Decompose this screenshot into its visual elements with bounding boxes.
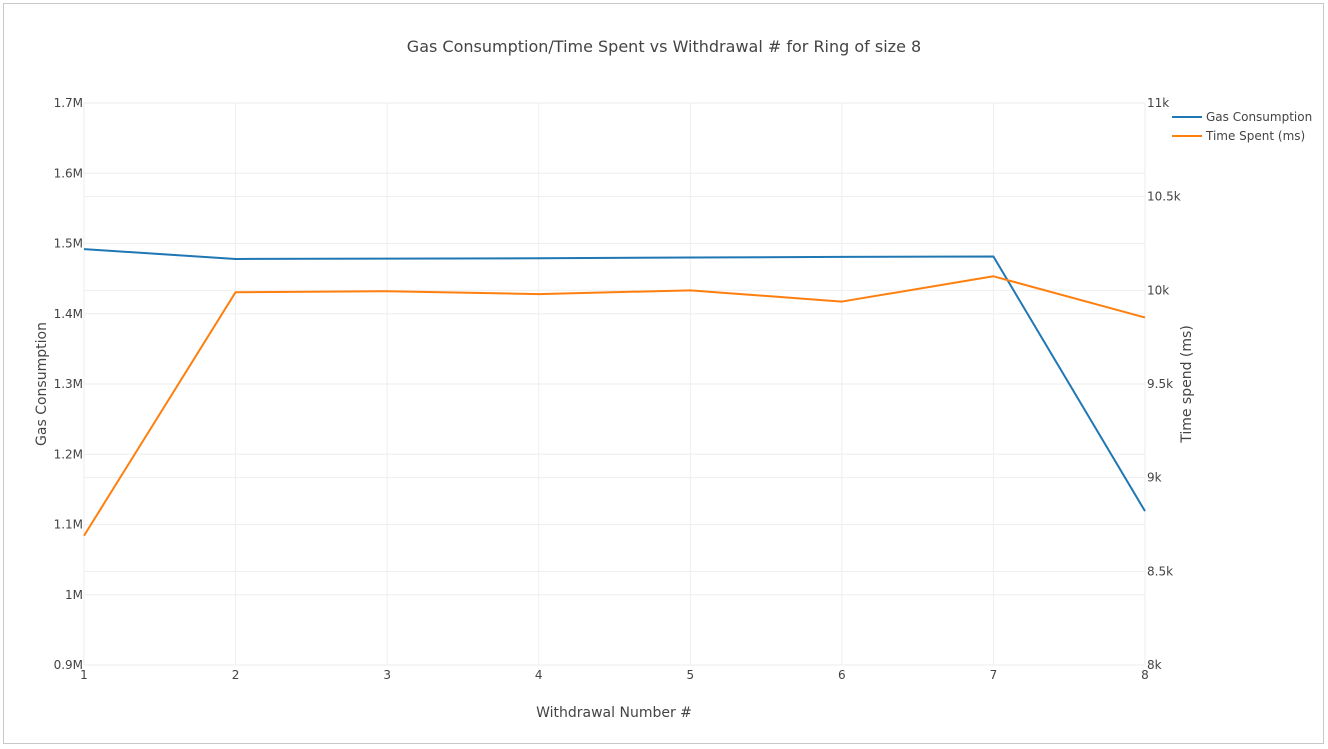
x-tick-label: 7 xyxy=(990,668,998,682)
y2-tick-label: 10.5k xyxy=(1147,190,1181,204)
series-line xyxy=(83,248,1146,512)
y-tick-label: 1M xyxy=(65,588,83,602)
legend-label: Gas Consumption xyxy=(1206,110,1312,124)
series-line xyxy=(83,275,1146,537)
axes: 1 2 3 4 5 6 7 8 0.9M 1M 1.1M 1.2M 1.3M 1.4M 1.5M 1.6M 1.… xyxy=(54,96,1181,682)
y-tick-label: 1.4M xyxy=(54,307,83,321)
y-tick-label: 1.6M xyxy=(54,166,83,180)
y2-tick-label: 11k xyxy=(1147,96,1169,110)
y2-tick-label: 8.5k xyxy=(1147,564,1173,578)
chart-title: Gas Consumption/Time Spent vs Withdrawal… xyxy=(407,37,921,56)
chart-frame xyxy=(3,3,1324,744)
y-tick-label: 0.9M xyxy=(54,658,83,672)
y-tick-label: 1.3M xyxy=(54,377,83,391)
y-tick-label: 1.7M xyxy=(54,96,83,110)
x-tick-label: 8 xyxy=(1141,668,1149,682)
y2-axis-title: Time spend (ms) xyxy=(1179,325,1195,444)
y-tick-label: 1.1M xyxy=(54,518,83,532)
y2-tick-label: 10k xyxy=(1147,283,1169,297)
y-tick-label: 1.2M xyxy=(54,447,83,461)
y-axis-title: Gas Consumption xyxy=(34,322,50,446)
x-tick-label: 1 xyxy=(80,668,88,682)
legend-label: Time Spent (ms) xyxy=(1205,129,1305,143)
x-tick-label: 6 xyxy=(838,668,846,682)
y2-tick-label: 9.5k xyxy=(1147,377,1173,391)
plot-area xyxy=(83,248,1146,537)
x-tick-label: 2 xyxy=(232,668,240,682)
y2-tick-label: 9k xyxy=(1147,471,1162,485)
x-axis-title: Withdrawal Number # xyxy=(536,705,692,721)
x-tick-label: 5 xyxy=(686,668,694,682)
x-tick-label: 4 xyxy=(535,668,543,682)
grid xyxy=(83,102,1146,666)
x-tick-label: 3 xyxy=(383,668,391,682)
legend: Gas Consumption Time Spent (ms) xyxy=(1172,110,1312,143)
y2-tick-label: 8k xyxy=(1147,658,1162,672)
y-tick-label: 1.5M xyxy=(54,237,83,251)
